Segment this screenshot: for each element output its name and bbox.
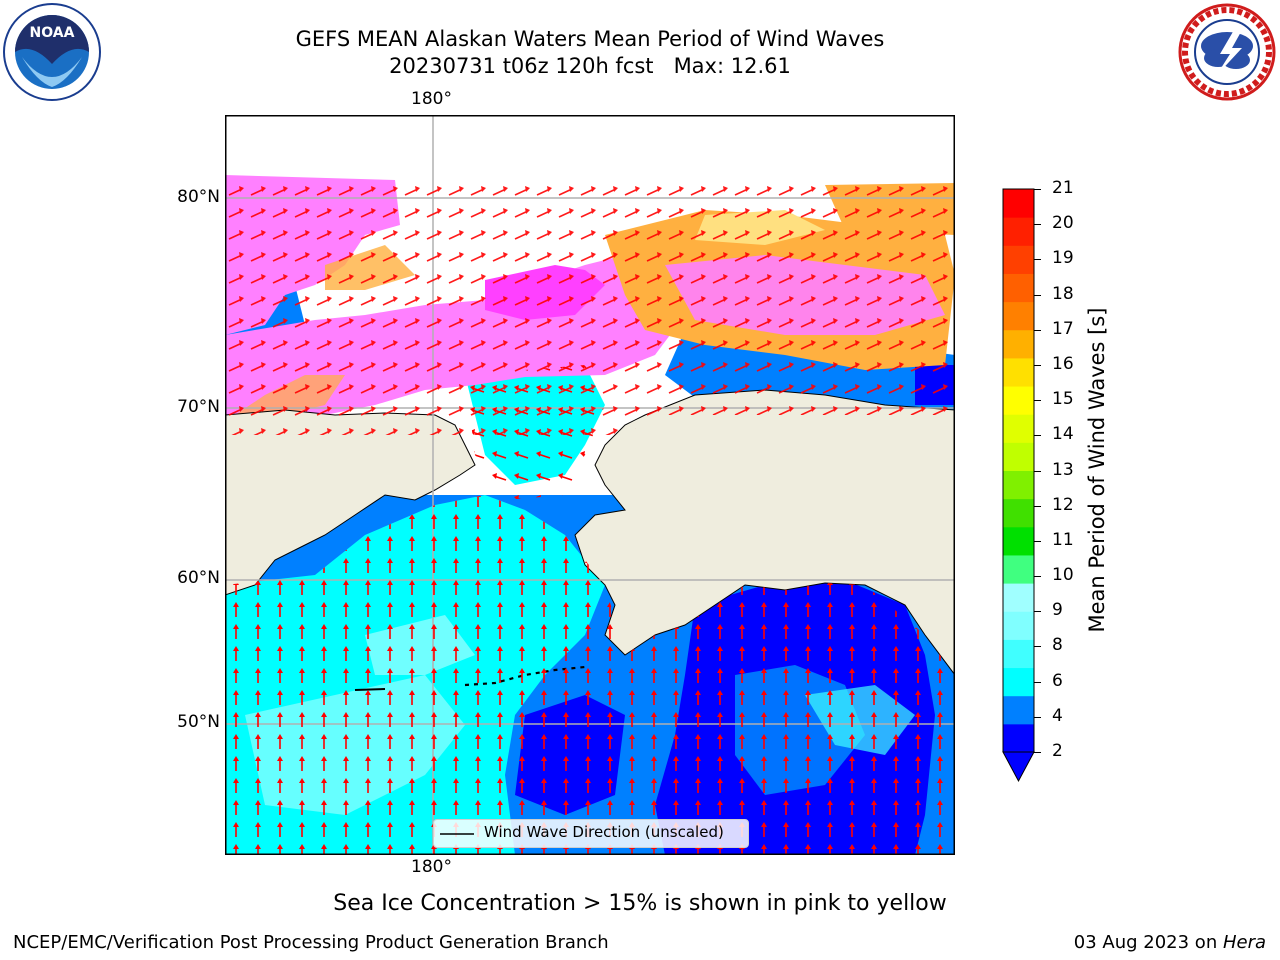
colorbar-tick-mark (1034, 189, 1041, 190)
colorbar-cell (1003, 245, 1034, 274)
footer-date: 03 Aug 2023 on (1073, 932, 1223, 953)
footer-date-host: 03 Aug 2023 on Hera (1074, 932, 1266, 953)
colorbar-tick-mark (1034, 470, 1041, 472)
map-legend: Wind Wave Direction (unscaled) (433, 819, 749, 848)
colorbar-tick-label: 14 (1052, 424, 1074, 445)
colorbar-cell (1003, 554, 1034, 584)
colorbar-tick-label: 19 (1052, 248, 1074, 269)
colorbar-tick-label: 12 (1052, 494, 1074, 515)
colorbar-cell (1003, 414, 1034, 443)
colorbar-tick-label: 17 (1052, 318, 1074, 339)
lat-label-70: 70°N (177, 397, 220, 417)
colorbar-cell (1003, 470, 1034, 500)
colorbar-cell (1003, 217, 1034, 246)
colorbar-cell (1003, 329, 1034, 359)
colorbar-cell (1003, 526, 1034, 556)
legend-line-icon (440, 833, 474, 835)
colorbar-tick-mark (1034, 540, 1041, 542)
colorbar-tick-label: 11 (1052, 529, 1074, 550)
colorbar-tick-label: 16 (1052, 353, 1074, 374)
lon-label-top: 180° (411, 89, 452, 109)
colorbar-tick-mark (1034, 224, 1041, 226)
footer-host: Hera (1222, 932, 1266, 953)
wind-arrows-arctic (225, 175, 955, 435)
colorbar-cell (1003, 189, 1034, 218)
colorbar-tick-mark (1034, 576, 1041, 578)
lon-label-bottom: 180° (411, 857, 452, 877)
chart-subtitle-run: 20230731 t06z 120h fcst Max: 12.61 (389, 54, 791, 78)
colorbar-tick-label: 4 (1052, 705, 1063, 726)
colorbar-tick-label: 8 (1052, 635, 1063, 656)
wind-arrows-pacific (225, 495, 955, 855)
colorbar-cell (1003, 639, 1034, 669)
colorbar-tick-mark (1034, 716, 1041, 718)
colorbar-label: Mean Period of Wind Waves [s] (1085, 307, 1109, 633)
nws-logo (1178, 3, 1276, 101)
footer-branch: NCEP/EMC/Verification Post Processing Pr… (13, 932, 609, 953)
colorbar-cell (1003, 667, 1034, 697)
colorbar-tick-mark (1034, 435, 1041, 437)
colorbar-tick-label: 6 (1052, 670, 1063, 691)
noaa-logo: NOAA (3, 3, 101, 101)
colorbar-tick-label: 10 (1052, 565, 1074, 586)
colorbar-tick-label: 2 (1052, 741, 1063, 761)
colorbar-tick-mark (1034, 611, 1041, 613)
colorbar-tick-label: 18 (1052, 283, 1074, 304)
colorbar-tick-label: 15 (1052, 389, 1074, 410)
legend-label: Wind Wave Direction (unscaled) (484, 823, 724, 841)
noaa-logo-text: NOAA (30, 25, 75, 41)
colorbar-cell (1003, 442, 1034, 471)
lat-label-50: 50°N (177, 712, 220, 732)
colorbar-cell (1003, 273, 1034, 303)
colorbar-cell (1003, 386, 1034, 415)
colorbar-tick-mark (1034, 294, 1041, 296)
colorbar-tick-label: 20 (1052, 213, 1074, 234)
colorbar-tick-mark (1034, 646, 1041, 648)
colorbar-tick-mark (1034, 329, 1041, 331)
colorbar-tick-label: 9 (1052, 600, 1063, 621)
colorbar-tick-mark (1034, 259, 1041, 261)
colorbar-cell (1003, 301, 1034, 331)
colorbar-tick-mark (1034, 681, 1041, 683)
lat-label-60: 60°N (177, 568, 220, 588)
colorbar-tick-label: 13 (1052, 459, 1074, 480)
alaska-map (225, 115, 955, 855)
sea-ice-note: Sea Ice Concentration > 15% is shown in … (333, 891, 947, 916)
chart-title: GEFS MEAN Alaskan Waters Mean Period of … (295, 27, 885, 51)
colorbar-tick-mark (1034, 505, 1041, 507)
colorbar-tick-mark (1034, 364, 1041, 366)
colorbar-cell (1003, 357, 1034, 387)
colorbar-tick-mark (1034, 400, 1041, 402)
colorbar-cell (1003, 611, 1034, 640)
colorbar-cell (1003, 498, 1034, 528)
colorbar-tick-mark (1034, 752, 1041, 753)
colorbar-tick-label: 21 (1052, 178, 1074, 198)
lat-label-80: 80°N (177, 187, 220, 207)
colorbar (1002, 188, 1035, 783)
colorbar-cell (1003, 723, 1034, 753)
colorbar-cell (1003, 695, 1034, 725)
colorbar-cell (1003, 583, 1034, 612)
